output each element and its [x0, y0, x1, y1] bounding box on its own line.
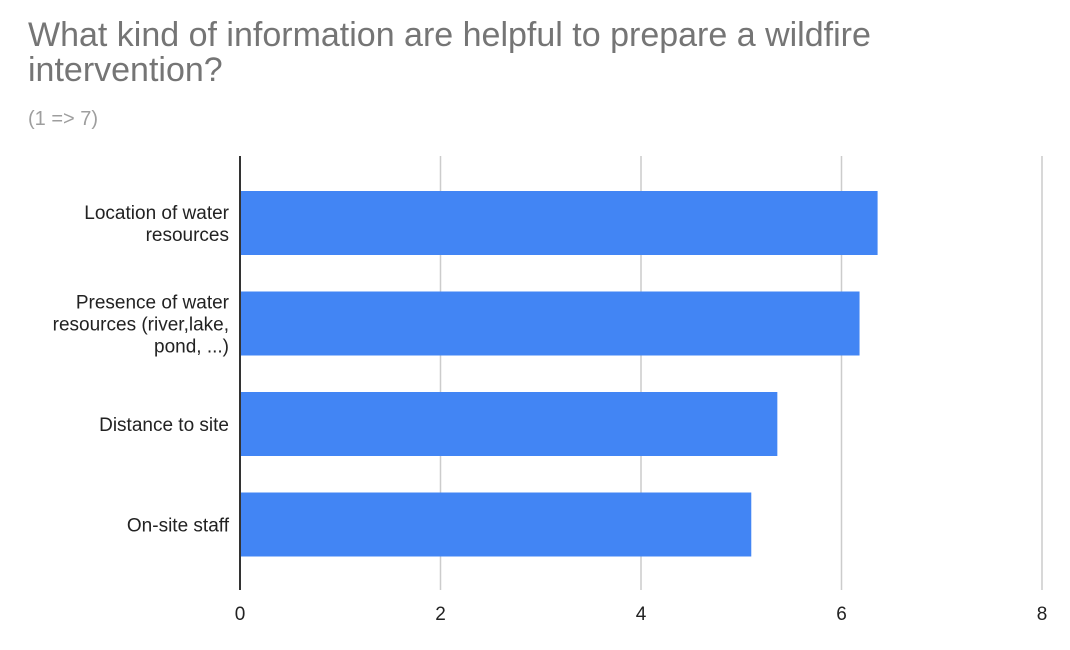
category-label-line: Presence of water	[76, 293, 230, 314]
bar	[240, 191, 878, 255]
x-tick-label: 0	[235, 604, 246, 625]
category-label: Location of water resources	[84, 203, 229, 246]
chart-subtitle: (1 => 7)	[28, 108, 99, 130]
bar	[240, 492, 752, 557]
category-label-line: Distance to site	[99, 415, 229, 436]
category-label: On-site staff	[127, 516, 230, 537]
category-labels: Location of water resources Presence of wa…	[53, 203, 230, 537]
category-label-line: resources (river,lake,	[53, 315, 229, 336]
x-tick-labels: 0 2 4 6 8	[235, 604, 1048, 625]
bar	[240, 392, 778, 456]
category-label: Distance to site	[99, 415, 229, 436]
bars	[240, 191, 878, 557]
bar	[240, 291, 860, 356]
category-label-line: Location of water	[84, 203, 229, 224]
x-tick-label: 2	[435, 604, 446, 625]
x-tick-label: 6	[836, 604, 847, 625]
x-tick-label: 4	[636, 604, 647, 625]
x-tick-label: 8	[1037, 604, 1048, 625]
category-label: Presence of water resources (river,lake, p…	[53, 293, 230, 358]
category-label-line: resources	[146, 225, 229, 246]
chart-title: What kind of information are helpful to …	[28, 16, 871, 89]
category-label-line: pond, ...)	[154, 337, 229, 358]
category-label-line: On-site staff	[127, 516, 230, 537]
